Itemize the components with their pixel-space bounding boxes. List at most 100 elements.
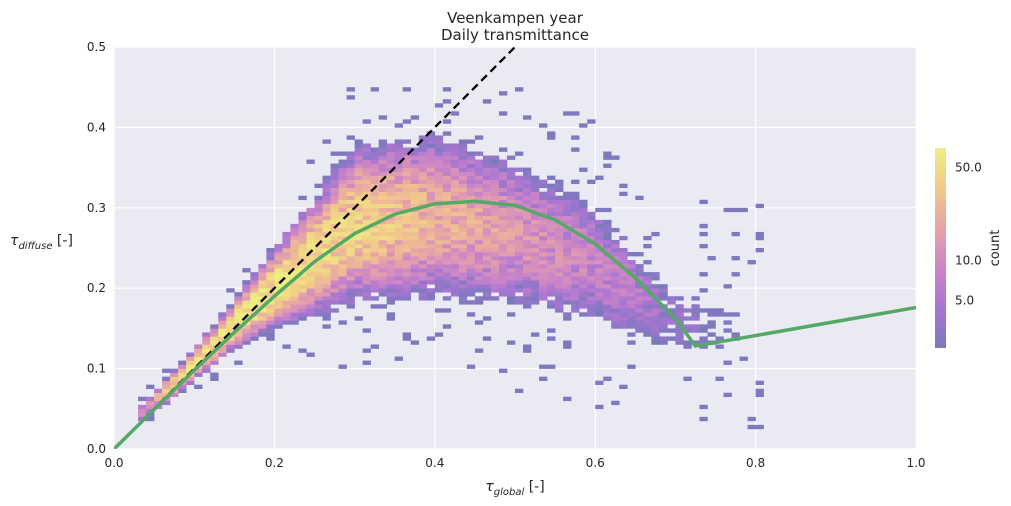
- heatmap-cell: [234, 304, 243, 309]
- heatmap-cell: [458, 243, 468, 249]
- heatmap-cell: [378, 276, 387, 281]
- heatmap-cell: [571, 179, 580, 184]
- heatmap-cell: [498, 211, 508, 217]
- heatmap-cell: [531, 227, 540, 233]
- heatmap-cell: [523, 256, 532, 261]
- heatmap-cell: [218, 336, 227, 341]
- heatmap-cell: [426, 159, 436, 164]
- heatmap-cell: [523, 268, 532, 273]
- heatmap-cell: [258, 328, 267, 333]
- heatmap-cell: [595, 231, 604, 237]
- heatmap-cell: [498, 207, 508, 213]
- heatmap-cell: [386, 143, 395, 148]
- heatmap-cell: [490, 167, 500, 172]
- heatmap-cell: [426, 175, 436, 180]
- heatmap-cell: [354, 203, 363, 209]
- heatmap-cell: [555, 195, 564, 201]
- heatmap-cell: [579, 248, 588, 253]
- heatmap-cell: [531, 219, 540, 225]
- heatmap-cell: [226, 304, 235, 309]
- heatmap-cell: [378, 284, 387, 289]
- heatmap-cell: [555, 260, 564, 265]
- heatmap-cell: [595, 276, 604, 281]
- heatmap-cell: [515, 268, 524, 273]
- heatmap-cell: [330, 235, 339, 241]
- heatmap-cell: [410, 179, 420, 184]
- heatmap-cell: [466, 312, 476, 317]
- heatmap-cell: [587, 292, 596, 297]
- heatmap-cell: [755, 203, 764, 209]
- heatmap-cell: [490, 252, 500, 257]
- heatmap-cell: [290, 308, 299, 313]
- heatmap-cell: [178, 388, 187, 394]
- heatmap-cell: [691, 324, 700, 329]
- heatmap-cell: [154, 400, 163, 406]
- heatmap-cell: [563, 199, 572, 205]
- heatmap-cell: [338, 288, 347, 293]
- heatmap-cell: [450, 280, 460, 285]
- heatmap-cell: [482, 243, 492, 249]
- heatmap-cell: [627, 276, 636, 281]
- heatmap-cell: [258, 308, 267, 313]
- heatmap-cell: [555, 276, 564, 281]
- heatmap-cell: [627, 288, 636, 293]
- heatmap-cell: [523, 304, 532, 309]
- heatmap-cell: [394, 195, 404, 201]
- heatmap-cell: [314, 272, 323, 277]
- heatmap-cell: [595, 252, 604, 257]
- heatmap-cell: [298, 316, 307, 321]
- heatmap-cell: [410, 163, 420, 168]
- heatmap-cell: [282, 304, 291, 309]
- heatmap-cell: [370, 87, 379, 92]
- heatmap-cell: [442, 231, 452, 237]
- heatmap-cell: [563, 256, 572, 261]
- heatmap-cell: [410, 191, 420, 197]
- heatmap-cell: [611, 316, 620, 321]
- heatmap-cell: [370, 260, 379, 265]
- heatmap-cell: [643, 320, 652, 325]
- heatmap-cell: [523, 243, 532, 249]
- heatmap-cell: [474, 235, 484, 241]
- heatmap-cell: [587, 284, 596, 289]
- heatmap-cell: [370, 167, 379, 172]
- heatmap-cell: [314, 227, 323, 233]
- heatmap-cell: [659, 336, 668, 341]
- heatmap-cell: [298, 264, 307, 269]
- heatmap-cell: [482, 187, 492, 193]
- heatmap-cell: [426, 215, 436, 221]
- heatmap-cell: [555, 187, 564, 193]
- heatmap-cell: [675, 328, 684, 333]
- heatmap-cell: [282, 320, 291, 325]
- heatmap-cell: [346, 256, 355, 261]
- heatmap-cell: [555, 308, 564, 313]
- heatmap-cell: [362, 203, 371, 209]
- heatmap-cell: [587, 264, 596, 269]
- heatmap-cell: [338, 211, 347, 217]
- heatmap-cell: [458, 219, 468, 225]
- heatmap-cell: [659, 328, 668, 333]
- heatmap-cell: [563, 292, 572, 297]
- heatmap-cell: [675, 308, 684, 313]
- heatmap-cell: [370, 288, 379, 293]
- heatmap-cell: [386, 296, 395, 301]
- heatmap-cell: [755, 392, 764, 398]
- heatmap-cell: [523, 179, 532, 184]
- heatmap-cell: [322, 227, 331, 233]
- heatmap-cell: [282, 300, 291, 305]
- heatmap-cell: [547, 183, 556, 188]
- heatmap-cell: [506, 239, 516, 245]
- heatmap-cell: [378, 243, 387, 249]
- heatmap-cell: [306, 296, 315, 301]
- heatmap-cell: [394, 227, 404, 233]
- heatmap-cell: [314, 264, 323, 269]
- heatmap-cell: [290, 235, 299, 241]
- heatmap-cell: [402, 260, 412, 265]
- heatmap-cell: [338, 252, 347, 257]
- heatmap-cell: [434, 256, 444, 261]
- heatmap-cell: [498, 147, 508, 152]
- colorbar-ticks: 5.010.050.0: [955, 160, 982, 307]
- heatmap-cell: [378, 288, 387, 293]
- heatmap-cell: [274, 256, 283, 261]
- heatmap-cell: [306, 288, 315, 293]
- heatmap-cell: [306, 300, 315, 305]
